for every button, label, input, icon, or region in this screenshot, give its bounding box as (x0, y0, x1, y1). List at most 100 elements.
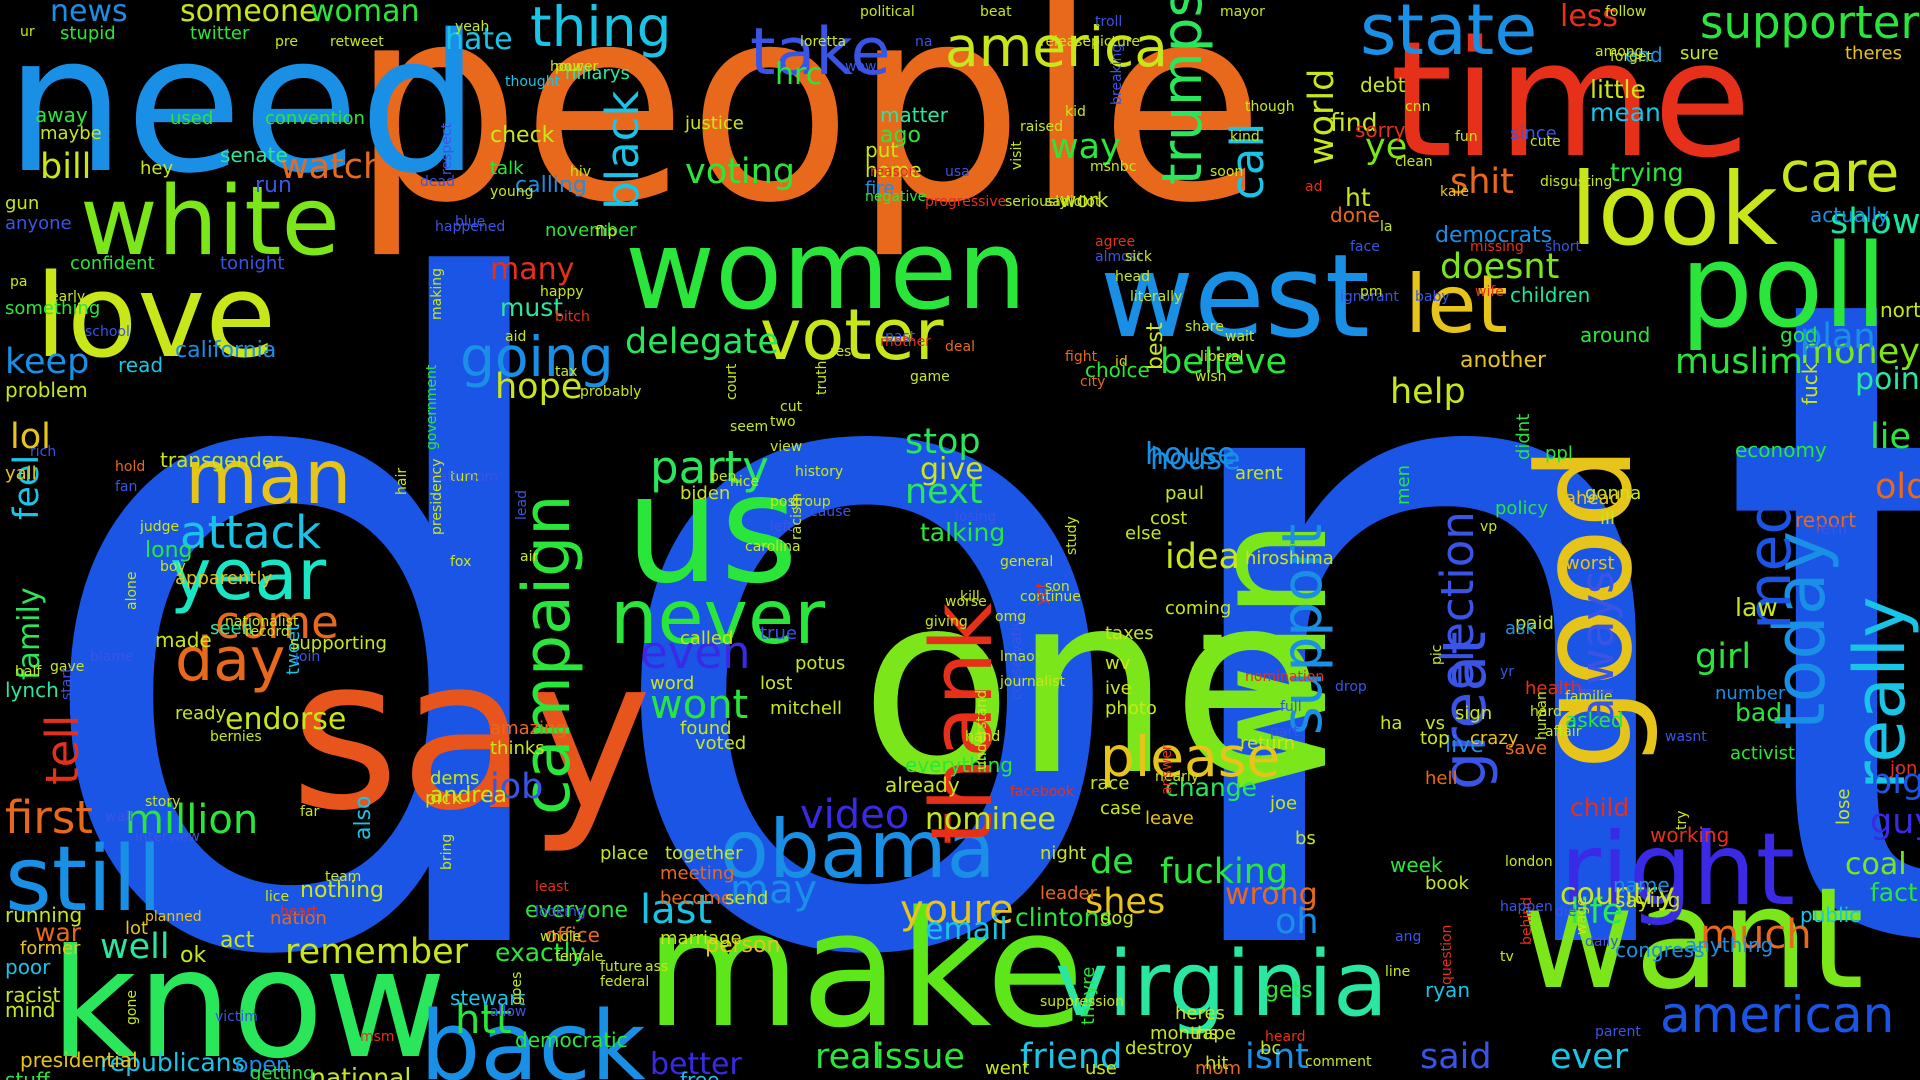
cloud-word: story (145, 794, 181, 810)
cloud-word: almost (1095, 249, 1143, 265)
cloud-word: bs (1295, 828, 1316, 849)
cloud-word: fight (1065, 349, 1098, 365)
cloud-word: ben (710, 469, 737, 485)
cloud-word: men (1393, 464, 1414, 505)
cloud-word: seen (210, 618, 253, 639)
cloud-word: happy (540, 284, 584, 300)
cloud-word: going (460, 325, 614, 389)
cloud-word: among (1595, 44, 1644, 60)
cloud-word: plan (1800, 317, 1876, 357)
cloud-word: daily (1585, 934, 1619, 950)
cloud-word: made (155, 628, 212, 652)
cloud-word: flip (595, 224, 617, 240)
cloud-word: come (215, 596, 339, 649)
cloud-word: american (1660, 986, 1895, 1044)
cloud-word: women (625, 206, 1027, 334)
cloud-word: nomination (1245, 669, 1325, 685)
cloud-word: negative (865, 189, 927, 205)
cloud-word: children (1510, 283, 1591, 307)
cloud-word: public (1800, 903, 1861, 927)
cloud-word: kid (1065, 104, 1086, 120)
cloud-word: na (915, 34, 933, 50)
cloud-word: million (125, 797, 259, 843)
cloud-word: political (860, 4, 915, 20)
cloud-word: wait (1225, 329, 1255, 345)
cloud-word: shes (1085, 882, 1166, 922)
cloud-word: facebook (1010, 784, 1074, 800)
cloud-word: people (350, 0, 1266, 262)
cloud-word: love (35, 250, 277, 384)
cloud-word: share (1185, 319, 1224, 335)
cloud-word: respect (439, 122, 455, 175)
cloud-word: mayor (1220, 4, 1265, 20)
cloud-word: fan (115, 479, 138, 495)
cloud-word: real (815, 1037, 882, 1077)
cloud-word: anything (1685, 933, 1774, 957)
cloud-word: know (50, 918, 447, 1080)
cloud-word: arent (1235, 463, 1283, 484)
cloud-word: idea (1165, 537, 1240, 577)
cloud-word: sorry (1355, 118, 1406, 142)
cloud-word: rich (30, 444, 57, 460)
cloud-word: calling (515, 173, 587, 198)
cloud-word: point (1855, 362, 1920, 397)
cloud-word: war (35, 918, 82, 947)
cloud-word: ahead (1565, 488, 1621, 509)
cloud-word: potus (795, 653, 846, 674)
cloud-word: act (220, 928, 255, 953)
cloud-word: stuff (5, 1068, 50, 1080)
cloud-word: hope (495, 367, 583, 407)
cloud-word: affair (1545, 724, 1582, 740)
cloud-word: senate (220, 143, 288, 167)
cloud-word: planned (145, 909, 202, 925)
cloud-word: bad (1735, 698, 1783, 727)
cloud-word: running (5, 903, 83, 927)
cloud-word: name (1613, 873, 1670, 897)
cloud-word: crazy (1470, 728, 1519, 749)
cloud-word: hillarys (565, 63, 630, 84)
cloud-word: nationalist (225, 614, 299, 630)
cloud-word: lynch (5, 678, 59, 702)
cloud-word: destroy (1125, 1038, 1193, 1059)
cloud-word: child (1570, 793, 1630, 822)
cloud-word: check (490, 123, 555, 148)
cloud-word: short (1545, 239, 1581, 255)
cloud-word: tv (1500, 949, 1514, 965)
cloud-word: back (420, 992, 646, 1080)
cloud-word: ago (880, 123, 921, 148)
cloud-word: case (1100, 798, 1142, 819)
cloud-word: dog (1100, 908, 1134, 929)
cloud-word: vp (1480, 519, 1498, 535)
cloud-word: office (545, 923, 600, 947)
cloud-word: racist (5, 983, 61, 1007)
cloud-word: presidential (20, 1048, 138, 1072)
cloud-word: look (1570, 151, 1779, 268)
cloud-word: ignorant (1340, 289, 1399, 305)
cloud-word: soon (1210, 164, 1244, 180)
cloud-word: clintons (1015, 903, 1113, 932)
cloud-word: home (865, 158, 922, 182)
cloud-word: fact (1870, 878, 1918, 907)
cloud-word: little (1590, 75, 1646, 104)
cloud-word: country (1560, 877, 1675, 912)
cloud-word: carolina (745, 539, 801, 555)
cloud-word: turn (450, 469, 479, 485)
cloud-word: number (1715, 683, 1786, 704)
cloud-word: least (535, 879, 569, 895)
cloud-word: anyone (5, 213, 72, 234)
cloud-word: bathroom (430, 469, 499, 485)
cloud-word: study (1064, 516, 1080, 555)
cloud-word: supporting (290, 633, 387, 654)
cloud-word: leave (1145, 808, 1194, 829)
cloud-word: talking (920, 518, 1006, 547)
cloud-word: lead (514, 490, 530, 520)
cloud-word: meeting (660, 863, 735, 884)
cloud-word: exactly (495, 938, 586, 967)
cloud-word: baby (1415, 289, 1450, 305)
cloud-word: time (1390, 6, 1752, 193)
cloud-word: book (1425, 873, 1469, 894)
cloud-word: email (925, 912, 1008, 947)
cloud-word: wage (1574, 897, 1590, 935)
cloud-word: bernies (210, 729, 262, 745)
cloud-word: wish (1195, 369, 1227, 385)
